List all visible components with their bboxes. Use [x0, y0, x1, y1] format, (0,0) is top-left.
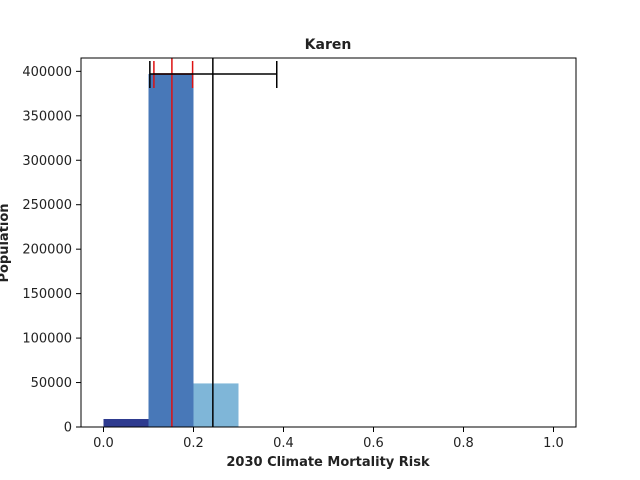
y-axis-title: Population — [0, 203, 12, 282]
y-tick-label-6: 300000 — [22, 154, 72, 169]
y-tick-label-5: 250000 — [22, 198, 72, 213]
x-tick-label-1: 0.2 — [183, 436, 204, 451]
histogram-bar-2 — [193, 383, 239, 427]
x-tick-label-4: 0.8 — [453, 436, 474, 451]
x-axis-ticks: 0.0 0.2 0.4 0.6 0.8 1.0 — [93, 427, 564, 451]
y-tick-label-7: 350000 — [22, 109, 72, 124]
x-tick-label-5: 1.0 — [543, 436, 564, 451]
lines-layer — [149, 58, 278, 427]
y-axis-ticks: 0 50000 100000 150000 200000 250000 300000 3500… — [22, 65, 81, 436]
histogram-bar-0 — [103, 418, 149, 427]
y-tick-label-2: 100000 — [22, 332, 72, 347]
y-tick-label-8: 400000 — [22, 65, 72, 80]
y-tick-label-1: 50000 — [31, 376, 72, 391]
x-tick-label-0: 0.0 — [93, 436, 114, 451]
histogram-bar-1 — [148, 74, 194, 427]
x-tick-label-3: 0.6 — [363, 436, 384, 451]
plot-frame — [80, 57, 577, 428]
x-axis-title: 2030 Climate Mortality Risk — [226, 455, 430, 470]
x-tick-label-2: 0.4 — [273, 436, 294, 451]
chart-title: Karen — [305, 37, 352, 53]
y-tick-label-0: 0 — [64, 421, 72, 436]
bars-layer — [103, 74, 239, 427]
y-tick-label-4: 200000 — [22, 243, 72, 258]
y-tick-label-3: 150000 — [22, 287, 72, 302]
